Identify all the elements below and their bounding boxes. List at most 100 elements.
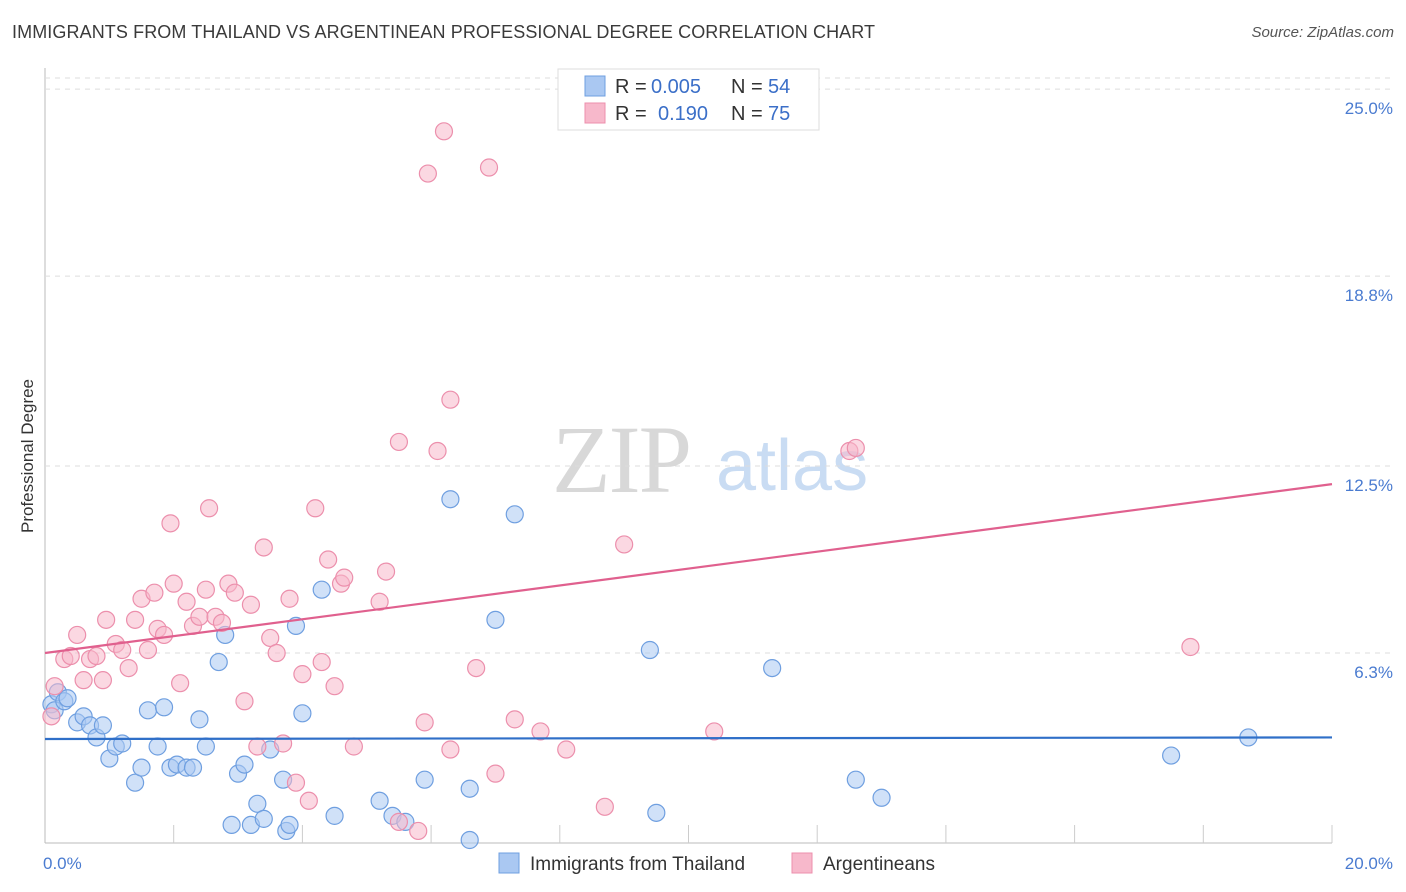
thailand-point-43	[415, 770, 434, 789]
argentine-point-66	[595, 797, 614, 816]
y-tick-label-0: 6.3%	[1354, 663, 1393, 682]
thailand-point-22	[190, 710, 209, 729]
argentine-point-13	[125, 610, 145, 629]
argentine-point-41	[299, 791, 318, 810]
argentine-point-43	[312, 652, 331, 672]
argentine-point-38	[280, 589, 299, 608]
argentine-point-57	[434, 122, 454, 141]
argentine-point-26	[199, 499, 219, 518]
legend-r-label-argentineans: R =	[615, 103, 647, 125]
argentine-point-32	[241, 595, 261, 614]
argentine-point-45	[325, 677, 344, 696]
thailand-point-23	[196, 737, 215, 756]
argentine-point-35	[261, 628, 280, 648]
argentine-point-42	[306, 499, 325, 518]
thailand-point-16	[148, 737, 167, 756]
thailand-point-40	[370, 791, 389, 810]
legend-n-label-thailand: N =	[731, 76, 763, 98]
argentine-point-31	[235, 692, 254, 711]
y-tick-label-1: 12.5%	[1345, 476, 1393, 495]
watermark-atlas: atlas	[716, 426, 868, 506]
legend-swatch-argentineans	[584, 102, 606, 124]
thailand-point-4	[58, 689, 77, 708]
argentine-point-52	[389, 812, 409, 831]
thailand-point-28	[235, 755, 254, 774]
thailand-point-17	[154, 698, 174, 717]
thailand-point-37	[293, 704, 312, 723]
series-argentineans-points	[42, 122, 1200, 841]
argentine-point-70	[846, 438, 865, 458]
argentine-point-22	[177, 592, 196, 611]
y-axis-tick-labels: 6.3% 12.5% 18.8% 25.0%	[1345, 99, 1393, 682]
y-tick-label-2: 18.8%	[1345, 286, 1393, 305]
argentine-point-8	[93, 671, 113, 690]
thailand-point-15	[138, 701, 158, 720]
argentine-point-68	[705, 722, 724, 741]
argentine-point-20	[164, 574, 183, 593]
argentine-point-65	[557, 740, 576, 759]
thailand-point-48	[505, 505, 524, 524]
argentine-point-9	[97, 610, 116, 629]
argentine-point-34	[254, 538, 273, 557]
thailand-point-12	[113, 734, 132, 753]
argentine-point-1	[45, 677, 64, 696]
argentine-point-61	[479, 158, 499, 177]
thailand-point-49	[640, 640, 659, 660]
thailand-point-45	[460, 779, 479, 798]
legend-n-value-argentineans: 75	[768, 103, 790, 125]
legend-r-label-thailand: R =	[615, 76, 647, 98]
thailand-point-14	[132, 758, 151, 777]
argentine-point-60	[467, 658, 486, 678]
thailand-point-38	[312, 580, 331, 599]
argentine-point-30	[225, 583, 244, 602]
bottom-legend-label-thailand: Immigrants from Thailand	[530, 854, 745, 875]
thailand-point-47	[486, 610, 505, 629]
legend-r-value-argentineans: 0.190	[658, 103, 708, 125]
thailand-point-46	[460, 830, 479, 850]
argentine-point-15	[138, 640, 158, 660]
trend-lines	[44, 483, 1333, 741]
watermark-zip: ZIP	[552, 406, 690, 513]
argentine-point-39	[286, 773, 306, 792]
x-axis-ticks	[173, 825, 1333, 843]
bottom-legend: Immigrants from Thailand Argentineans	[498, 852, 935, 875]
legend-box: R = 0.005 N = 54 R = 0.190 N = 75	[557, 68, 820, 131]
argentine-point-47	[335, 568, 354, 587]
bottom-legend-label-argentineans: Argentineans	[823, 854, 935, 875]
thailand-point-54	[1162, 746, 1181, 765]
thailand-point-44	[441, 490, 460, 509]
thailand-point-39	[325, 806, 344, 825]
argentine-point-62	[486, 764, 505, 783]
argentine-point-36	[267, 643, 286, 663]
argentine-point-21	[171, 674, 190, 693]
y-tick-label-3: 25.0%	[1345, 99, 1393, 118]
argentine-point-37	[273, 734, 293, 753]
legend-n-value-thailand: 54	[768, 76, 790, 98]
thailand-point-53	[872, 788, 891, 807]
thailand-point-21	[183, 758, 203, 777]
source-label: Source: ZipAtlas.com	[1251, 24, 1394, 41]
argentine-point-58	[441, 740, 460, 759]
thailand-point-50	[647, 803, 666, 822]
argentine-point-5	[74, 671, 93, 690]
trend-line-thailand	[44, 736, 1333, 741]
argentine-point-50	[376, 562, 396, 581]
argentine-point-25	[196, 580, 215, 599]
argentine-point-16	[145, 583, 164, 602]
argentine-point-11	[113, 640, 132, 660]
argentine-point-67	[615, 535, 634, 554]
argentine-point-28	[212, 613, 232, 632]
argentine-point-59	[441, 390, 460, 409]
grid-lines	[45, 77, 1392, 654]
argentine-point-0	[42, 707, 61, 726]
bottom-legend-swatch-thailand	[498, 852, 520, 874]
argentine-point-7	[87, 646, 106, 666]
argentine-point-3	[61, 646, 80, 666]
thailand-point-9	[93, 716, 113, 735]
argentine-point-33	[248, 737, 267, 756]
argentine-point-54	[415, 713, 434, 732]
bottom-legend-swatch-argentineans	[791, 852, 813, 874]
thailand-point-30	[248, 794, 267, 813]
argentine-point-48	[344, 737, 363, 756]
